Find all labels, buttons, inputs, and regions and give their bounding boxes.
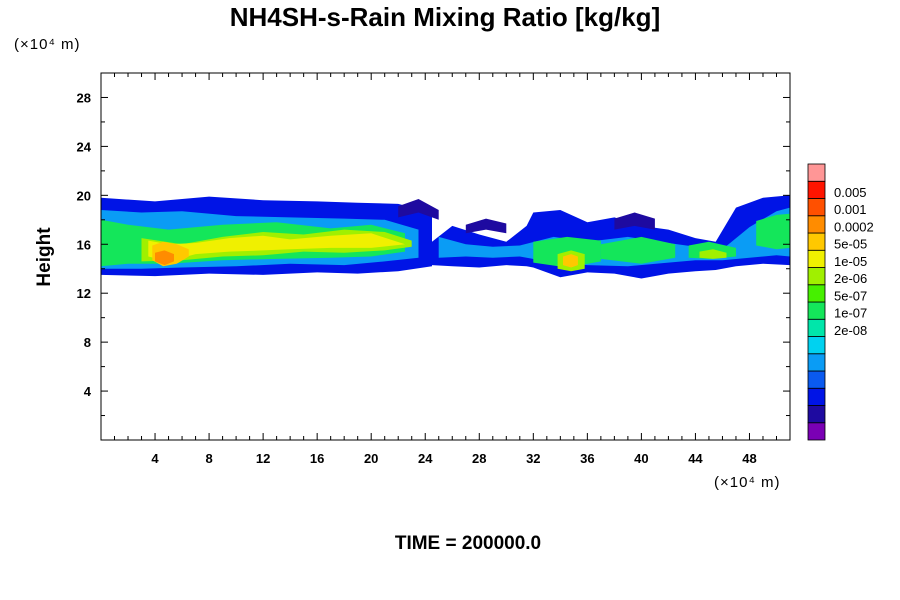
field-region-12 xyxy=(756,213,790,250)
x-tick-label: 28 xyxy=(472,451,486,466)
colorbar-label: 1e-07 xyxy=(834,306,867,321)
field-region-2 xyxy=(432,195,790,279)
colorbar-box xyxy=(807,370,826,389)
x-tick-label: 40 xyxy=(634,451,648,466)
y-tick-label: 28 xyxy=(77,90,91,105)
y-tick-label: 12 xyxy=(77,286,91,301)
chart-title: NH4SH-s-Rain Mixing Ratio [kg/kg] xyxy=(230,2,660,32)
x-tick-label: 48 xyxy=(742,451,756,466)
colorbar-box xyxy=(807,301,826,320)
x-tick-label: 12 xyxy=(256,451,270,466)
colorbar-label: 0.005 xyxy=(834,185,867,200)
colorbar-box xyxy=(807,422,826,441)
colorbar-label: 0.001 xyxy=(834,202,867,217)
x-tick-label: 4 xyxy=(151,451,159,466)
colorbar-box xyxy=(807,180,826,199)
x-tick-label: 36 xyxy=(580,451,594,466)
colorbar-box xyxy=(807,249,826,268)
time-label: TIME = 200000.0 xyxy=(395,533,541,554)
field-region-18 xyxy=(563,254,578,268)
mixing-ratio-field xyxy=(101,195,790,279)
x-tick-label: 24 xyxy=(418,451,433,466)
colorbar-label: 5e-05 xyxy=(834,237,867,252)
colorbar-box xyxy=(807,336,826,355)
field-region-10 xyxy=(600,236,676,264)
y-axis-title: Height xyxy=(34,227,55,287)
x-tick-label: 20 xyxy=(364,451,378,466)
field-region-16 xyxy=(148,233,406,262)
colorbar-box xyxy=(807,198,826,217)
y-tick-label: 24 xyxy=(77,139,92,154)
x-tick-label: 44 xyxy=(688,451,703,466)
colorbar: 0.005 0.001 0.0002 5e-05 1e-05 2e-06 5e-07 1e-0… xyxy=(807,163,874,441)
field-region-15 xyxy=(699,249,727,259)
colorbar-box xyxy=(807,267,826,286)
field-region-3 xyxy=(398,199,439,220)
y-tick-label: 16 xyxy=(77,237,91,252)
colorbar-label: 1e-05 xyxy=(834,254,867,269)
x-axis-unit: (×10⁴ m) xyxy=(714,474,781,491)
colorbar-box xyxy=(807,163,826,182)
colorbar-label: 0.0002 xyxy=(834,219,874,234)
colorbar-box xyxy=(807,387,826,406)
y-axis-ticks: 4 8 12 16 20 24 28 xyxy=(77,90,790,417)
y-tick-label: 4 xyxy=(84,384,92,399)
colorbar-box xyxy=(807,215,826,234)
plot-frame xyxy=(100,72,791,441)
x-tick-label: 16 xyxy=(310,451,324,466)
colorbar-box xyxy=(807,284,826,303)
field-region-5 xyxy=(614,212,655,230)
colorbar-box xyxy=(807,353,826,372)
colorbar-label: 2e-06 xyxy=(834,271,867,286)
colorbar-box xyxy=(807,232,826,251)
colorbar-label: 2e-08 xyxy=(834,323,867,338)
y-tick-label: 8 xyxy=(84,335,91,350)
colorbar-label: 5e-07 xyxy=(834,288,867,303)
x-tick-label: 32 xyxy=(526,451,540,466)
x-tick-label: 8 xyxy=(205,451,212,466)
field-region-19 xyxy=(155,250,174,266)
colorbar-box xyxy=(807,405,826,424)
y-axis-unit: (×10⁴ m) xyxy=(14,36,81,53)
x-axis-ticks: 4 8 12 16 20 24 28 32 36 40 44 48 xyxy=(114,73,777,466)
field-region-4 xyxy=(465,218,507,234)
y-tick-label: 20 xyxy=(77,188,91,203)
colorbar-box xyxy=(807,318,826,337)
